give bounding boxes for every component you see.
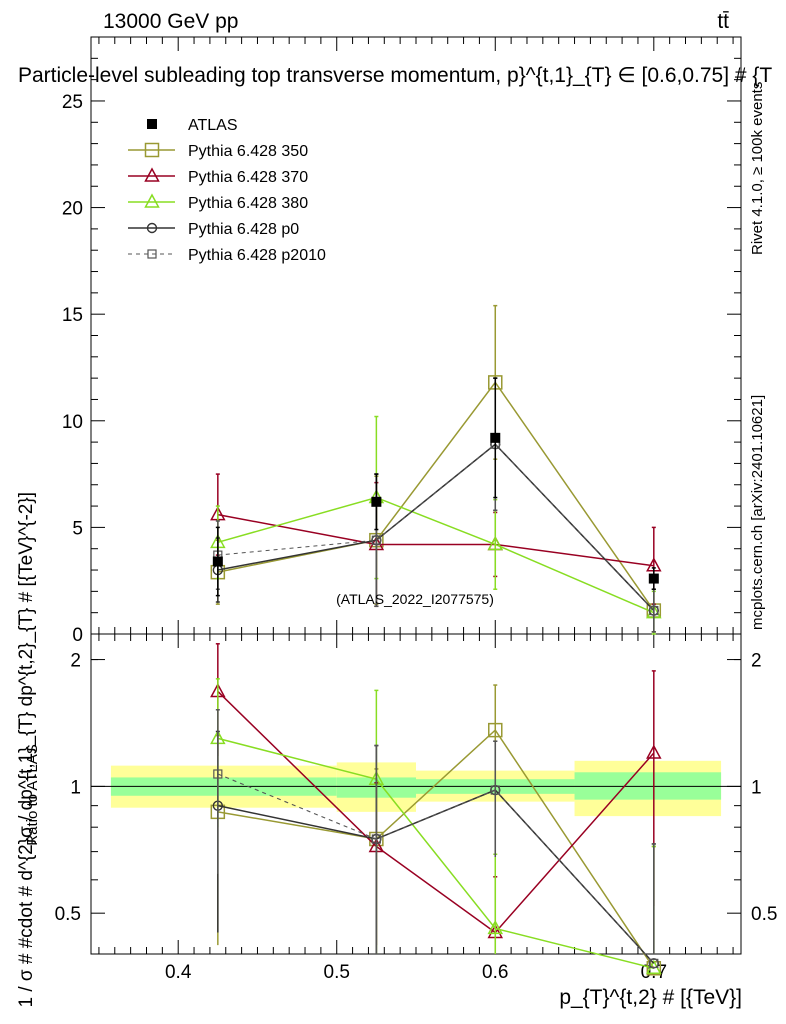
ratio-series-pythia-6-428-350: [210, 684, 662, 976]
series-pythia-6-428-350: [210, 304, 662, 633]
main-y-tick-label: 25: [62, 92, 83, 113]
series-atlas: [212, 377, 659, 597]
analysis-watermark: (ATLAS_2022_I2077575): [336, 591, 494, 607]
ratio-series-line: [217, 737, 654, 969]
legend-label: ATLAS: [188, 117, 238, 134]
legend: ATLAS Pythia 6.428 350 Pythia 6.428 370 Pyt…: [128, 117, 326, 264]
ratio-y-tick-label-right: 2: [751, 651, 762, 672]
ratio-series-line: [217, 690, 655, 934]
x-tick-label: 0.7: [641, 962, 667, 983]
legend-entry: Pythia 6.428 370: [128, 167, 308, 186]
legend-marker: [147, 119, 157, 129]
ratio-data-point: [649, 958, 659, 968]
data-point: [487, 535, 504, 551]
ratio-y-tick-label: 0.5: [55, 904, 81, 925]
ratio-uncertainty-bands: [110, 760, 722, 817]
x-tick-label: 0.6: [482, 962, 508, 983]
ratio-series-line: [217, 773, 655, 964]
data-point: [649, 605, 659, 616]
legend-entry: Pythia 6.428 350: [128, 142, 308, 160]
x-tick-label: 0.4: [165, 962, 192, 983]
series-line: [217, 381, 655, 611]
legend-marker: [144, 142, 160, 158]
legend-marker: [147, 249, 157, 259]
ratio-data-point: [490, 785, 500, 795]
data-point: [371, 496, 382, 507]
ratio-y-tick-label: 2: [70, 651, 81, 672]
legend-marker: [144, 193, 160, 208]
ratio-data-point: [213, 769, 223, 779]
legend-marker: [146, 222, 158, 234]
main-y-tick-label: 15: [62, 305, 83, 326]
data-point: [648, 573, 659, 584]
legend-label: Pythia 6.428 370: [188, 169, 308, 186]
legend-label: Pythia 6.428 380: [188, 195, 308, 212]
series-line: [217, 496, 655, 614]
legend-entry: Pythia 6.428 p2010: [128, 247, 326, 264]
ratio-y-tick-label: 1: [70, 777, 81, 798]
main-y-tick-label: 20: [62, 199, 83, 220]
main-y-tick-label: 0: [72, 625, 83, 646]
chart-title: Particle-level subleading top transverse…: [18, 64, 772, 87]
ratio-series-pythia-6-428-p2010: [213, 709, 659, 968]
data-point: [371, 535, 381, 545]
series-line: [217, 513, 654, 567]
ratio-y-axis-label: Ratio to ATLAS: [24, 744, 41, 845]
x-axis-label: p_{T}^{t,2} # [{TeV}]: [559, 986, 742, 1009]
x-tick-label: 0.5: [324, 962, 350, 983]
data-point: [490, 432, 501, 443]
main-y-tick-label: 5: [72, 518, 83, 539]
legend-entry: Pythia 6.428 p0: [128, 221, 299, 238]
ratio-series-line: [217, 728, 655, 969]
rivet-label: Rivet 4.1.0, ≥ 100k events: [749, 82, 766, 255]
mcplots-label: mcplots.cern.ch [arXiv:2401.10621]: [749, 395, 766, 630]
ratio-data-point: [488, 722, 503, 738]
ratio-y-tick-label-right: 1: [751, 777, 762, 798]
ratio-data-point: [646, 744, 662, 759]
main-series: [210, 304, 662, 635]
legend-label: Pythia 6.428 p0: [188, 221, 299, 238]
legend-entry: ATLAS: [147, 117, 238, 134]
legend-label: Pythia 6.428 p2010: [188, 247, 326, 264]
ratio-data-point: [371, 834, 381, 844]
main-y-tick-label: 10: [62, 412, 83, 433]
ratio-data-point: [487, 919, 504, 935]
legend-entry: Pythia 6.428 380: [128, 193, 308, 212]
axes: 0 5 10 15 20 25 0.4 0.5 0.6 0.7 0.5 0.5 1 1 2 2: [55, 37, 777, 983]
ratio-y-tick-label-right: 0.5: [751, 904, 777, 925]
ratio-series: [210, 643, 662, 976]
legend-label: Pythia 6.428 350: [188, 143, 308, 160]
main-y-axis-label: 1 / σ # #cdot # d^{2}σ / dp^{t,1}_{T} dp…: [16, 492, 37, 1008]
legend-marker: [144, 167, 160, 182]
data-point: [212, 556, 223, 567]
ratio-series-pythia-6-428-380: [210, 678, 662, 975]
series-line: [217, 443, 655, 611]
energy-label: 13000 GeV pp: [103, 10, 238, 33]
process-label: tt̄: [717, 10, 729, 33]
